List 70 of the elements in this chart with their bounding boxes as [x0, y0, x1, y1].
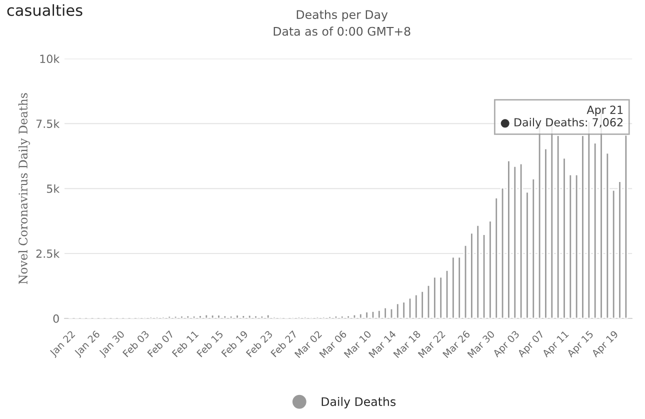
bar [266, 314, 270, 318]
y-tick-label: 10k [40, 54, 60, 64]
bar [444, 269, 450, 318]
bar [383, 306, 388, 318]
bar [334, 315, 338, 318]
chart-subtitle: Data as of 0:00 GMT+8 [274, 26, 410, 36]
bar [358, 312, 363, 318]
bar [192, 315, 196, 318]
bar [340, 315, 344, 318]
bar [482, 234, 486, 318]
bar [198, 314, 202, 318]
bar [494, 196, 498, 318]
bar [204, 314, 208, 318]
bar [574, 174, 579, 318]
bar [544, 148, 548, 318]
bar [506, 160, 511, 318]
bar [593, 142, 598, 318]
bar [525, 191, 530, 318]
bar [618, 180, 622, 318]
bar [173, 315, 178, 318]
bar [438, 276, 443, 318]
bar [408, 297, 412, 318]
bar [512, 166, 517, 318]
y-tick-label: 0 [53, 314, 59, 323]
chart-title: Deaths per Day [296, 10, 388, 22]
y-tick-label: 2.5k [36, 249, 60, 258]
legend-label: Daily Deaths [322, 396, 396, 408]
bar [488, 220, 492, 318]
bar [470, 232, 474, 318]
y-tick-label: 7.5k [36, 119, 60, 128]
bar [216, 314, 221, 318]
bar [414, 294, 418, 318]
y-tick-label: 5k [46, 184, 60, 193]
bar [210, 314, 215, 318]
bar [370, 310, 376, 318]
bar [186, 314, 190, 318]
bar [568, 174, 572, 318]
text: casualties [7, 4, 82, 16]
bar [248, 314, 252, 318]
bar [241, 314, 246, 318]
bar [364, 310, 369, 318]
bar [346, 314, 350, 318]
bar [476, 224, 480, 318]
bar [457, 256, 462, 318]
bar [222, 314, 227, 318]
bar [531, 178, 536, 318]
bar [426, 284, 431, 318]
bar [260, 315, 264, 318]
bar [228, 315, 234, 318]
bar [352, 314, 357, 318]
bar [328, 316, 332, 318]
bar [235, 314, 240, 318]
bar [402, 301, 406, 318]
bar [463, 244, 468, 318]
bar [518, 162, 524, 318]
bar [377, 309, 382, 318]
annotation: Apr 21 ● Daily Deaths: 7,062 [500, 106, 623, 129]
bar [451, 256, 456, 318]
bar [605, 152, 610, 318]
bar [389, 308, 394, 318]
bar [396, 302, 400, 318]
bar [167, 315, 172, 318]
bar [180, 315, 184, 318]
bar [500, 187, 505, 318]
bar [562, 157, 566, 318]
bar [254, 314, 258, 318]
y-axis-title: Novel Coronavirus Daily Deaths [18, 93, 30, 284]
bar [432, 276, 437, 318]
bar [612, 189, 616, 318]
bar [420, 290, 424, 318]
